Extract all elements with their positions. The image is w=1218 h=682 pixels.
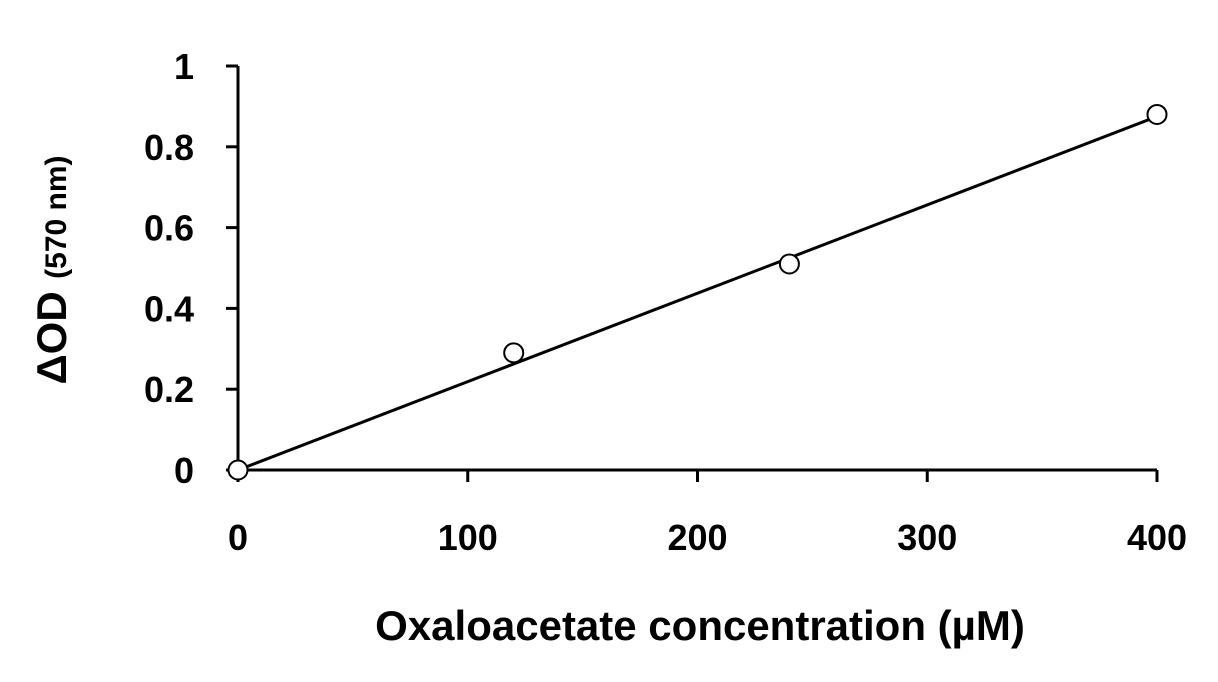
data-point xyxy=(503,342,525,364)
axes xyxy=(236,66,1157,472)
y-ticks: 0 0.2 0.4 0.6 0.8 1 xyxy=(144,46,238,491)
data-point xyxy=(778,253,800,275)
y-axis-title: ΔOD (570 nm) xyxy=(28,155,75,384)
data-points xyxy=(227,103,1168,481)
x-ticks: 0 100 200 300 400 xyxy=(228,470,1187,558)
trendline xyxy=(237,115,1158,472)
y-tick-label: 0.2 xyxy=(144,369,194,410)
y-tick-label: 0.8 xyxy=(144,127,194,168)
y-axis-title-main: ΔOD xyxy=(28,291,75,384)
x-tick-label: 300 xyxy=(897,517,957,558)
y-tick-label: 0.4 xyxy=(144,288,194,329)
trendline-group xyxy=(237,115,1158,472)
x-tick-label: 100 xyxy=(438,517,498,558)
y-tick-label: 0 xyxy=(174,450,194,491)
x-tick-label: 400 xyxy=(1127,517,1187,558)
y-tick-label: 0.6 xyxy=(144,208,194,249)
y-tick-label: 1 xyxy=(174,46,194,87)
data-point xyxy=(227,459,249,481)
x-tick-label: 0 xyxy=(228,517,248,558)
x-tick-label: 200 xyxy=(667,517,727,558)
y-axis-title-sub: (570 nm) xyxy=(40,155,73,278)
x-axis-title: Oxaloacetate concentration (µM) xyxy=(375,602,1025,649)
data-point xyxy=(1146,103,1168,125)
